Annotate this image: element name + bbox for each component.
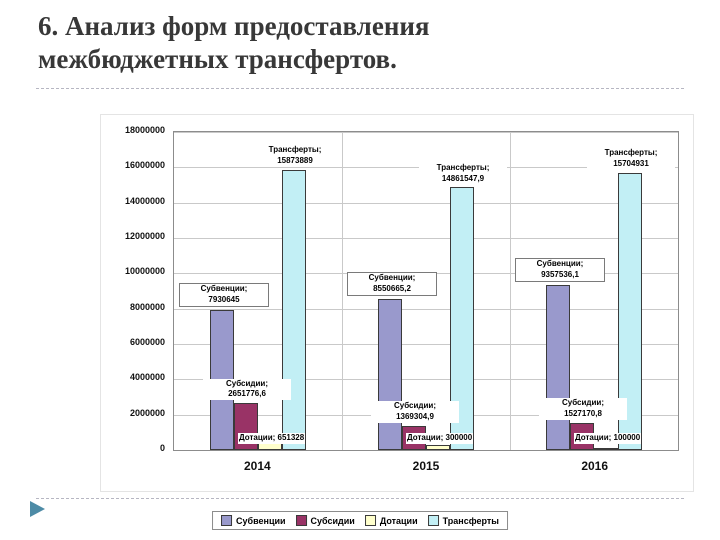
- y-tick-label: 8000000: [129, 301, 165, 312]
- x-axis-label: 2015: [412, 459, 440, 473]
- footer-arrow-icon: [30, 501, 45, 517]
- x-axis-label: 2016: [581, 459, 609, 473]
- x-axis-label: 2014: [243, 459, 271, 473]
- bar: [426, 444, 450, 450]
- category-separator: [342, 132, 343, 450]
- bar-label: Субсидии; 1369304,9: [371, 401, 459, 423]
- bar-label: Дотации; 651328: [238, 433, 306, 444]
- x-axis-labels: 2014 2015 2016: [173, 459, 679, 473]
- bar: [378, 298, 402, 450]
- legend-label: Дотации: [379, 515, 418, 526]
- y-tick-label: 14000000: [124, 195, 165, 206]
- y-tick-label: 10000000: [124, 266, 165, 277]
- bar-label: Трансферты; 14861547,9: [419, 162, 507, 185]
- plot-area: Субвенции; 7930645 Субсидии; 2651776,6 Дотац…: [173, 131, 679, 451]
- gridline: [174, 344, 678, 345]
- bar-label: Субвенции; 9357536,1: [515, 258, 605, 282]
- legend-swatch: [364, 515, 376, 526]
- footer-divider: [36, 498, 684, 499]
- bar: [594, 448, 618, 450]
- bar: [282, 169, 306, 450]
- bar-label: Субвенции; 7930645: [179, 283, 269, 307]
- y-tick-label: 18000000: [124, 125, 165, 135]
- page-title-line-2: межбюджетных трансфертов.: [38, 43, 397, 74]
- bar: [618, 172, 642, 450]
- chart-legend: Субвенции Субсидии Дотации Трансферты: [212, 511, 508, 530]
- y-tick-label: 4000000: [129, 372, 165, 383]
- title-divider: [36, 88, 684, 89]
- y-tick-label: 0: [159, 443, 165, 453]
- y-tick-label: 16000000: [124, 160, 165, 171]
- transfers-bar-chart: 0 2000000 4000000 6000000 8000000 10000000 120…: [100, 114, 694, 492]
- bar-label: Трансферты; 15873889: [251, 144, 339, 167]
- legend-label: Субсидии: [310, 515, 355, 526]
- legend-item: Дотации: [364, 515, 418, 526]
- legend-item: Трансферты: [427, 515, 499, 526]
- bar-label: Субвенции; 8550665,2: [347, 272, 437, 296]
- bar-label: Трансферты; 15704931: [587, 147, 675, 170]
- gridline: [174, 238, 678, 239]
- page-title: 6. Анализ форм предоставления межбюджетн…: [38, 10, 430, 76]
- bar-label: Субсидии; 1527170,8: [539, 398, 627, 421]
- legend-label: Субвенции: [236, 515, 286, 526]
- bar-label: Дотации; 100000: [574, 433, 642, 444]
- legend-item: Субсидии: [295, 515, 355, 526]
- legend-swatch: [427, 515, 439, 526]
- bar-group-2014: Субвенции; 7930645 Субсидии; 2651776,6 Дотац…: [174, 132, 342, 450]
- legend-swatch: [221, 515, 233, 526]
- bar-group-2015: Субвенции; 8550665,2 Субсидии; 1369304,9 Дот…: [342, 132, 510, 450]
- legend-label: Трансферты: [442, 515, 499, 526]
- legend-swatch: [295, 515, 307, 526]
- page-title-line-1: 6. Анализ форм предоставления: [38, 11, 430, 41]
- y-axis-ticks: 0 2000000 4000000 6000000 8000000 10000000 120…: [101, 115, 167, 491]
- bar-label: Субсидии; 2651776,6: [203, 378, 291, 401]
- bar: [546, 284, 570, 450]
- gridline: [174, 132, 678, 133]
- bar-group-2016: Субвенции; 9357536,1 Субсидии; 1527170,8 Дот…: [510, 132, 678, 450]
- y-tick-label: 2000000: [129, 407, 165, 418]
- category-separator: [510, 132, 511, 450]
- y-tick-label: 6000000: [129, 337, 165, 347]
- bar-label: Дотации; 300000: [406, 433, 474, 444]
- gridline: [174, 308, 678, 310]
- y-tick-label: 12000000: [124, 231, 165, 241]
- gridline: [174, 379, 678, 381]
- legend-item: Субвенции: [221, 515, 286, 526]
- gridline: [174, 202, 678, 204]
